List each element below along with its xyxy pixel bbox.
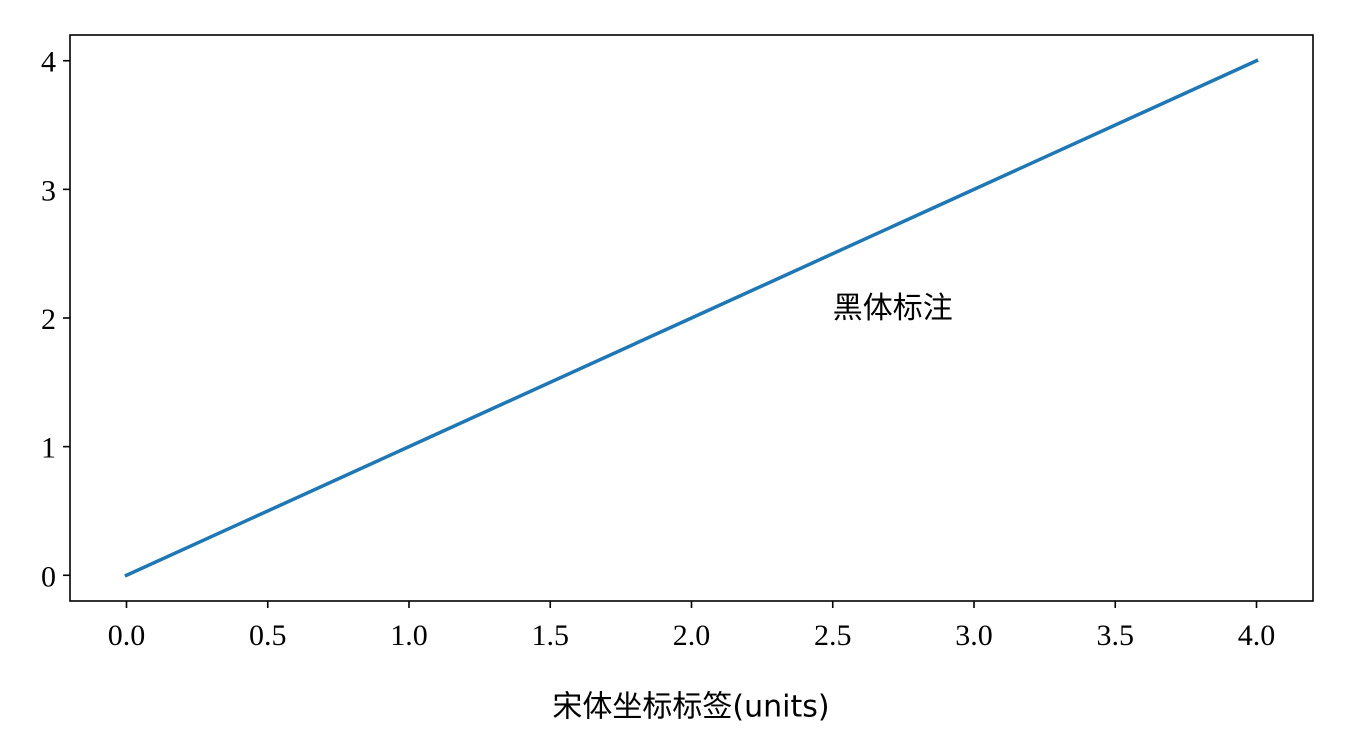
x-tick-label: 3.5 [1097,619,1135,652]
x-tick-label: 0.0 [108,619,146,652]
y-tick-label: 0 [41,560,56,593]
x-tick-label: 2.0 [673,619,711,652]
x-tick-label: 2.5 [814,619,852,652]
y-tick-label: 2 [41,303,56,336]
y-tick-label: 4 [41,46,56,79]
y-tick-label: 3 [41,174,56,207]
y-tick-label: 1 [41,432,56,465]
plot-frame [69,34,1314,602]
x-axis-label: 宋体坐标标签(units) [552,690,829,725]
x-tick-label: 3.0 [955,619,993,652]
x-tick-label: 1.5 [532,619,570,652]
annotation: 黑体标注 [833,291,953,326]
x-tick-label: 0.5 [249,619,287,652]
data-line [124,58,1259,578]
x-tick-label: 1.0 [390,619,428,652]
x-tick-label: 4.0 [1238,619,1276,652]
